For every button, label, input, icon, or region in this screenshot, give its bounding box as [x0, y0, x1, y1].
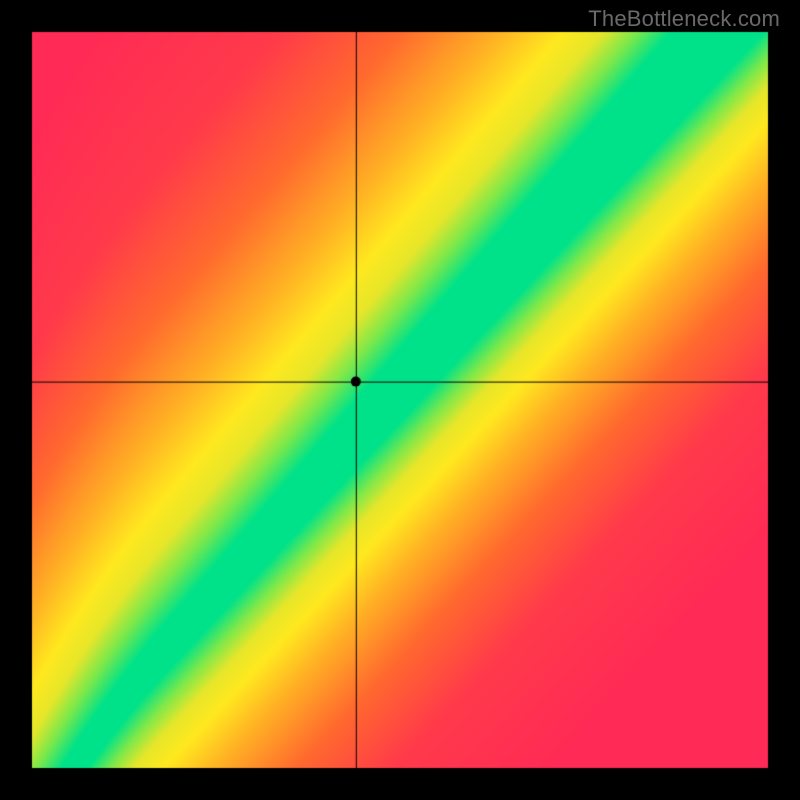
watermark-text: TheBottleneck.com — [588, 6, 780, 32]
heatmap-canvas — [0, 0, 800, 800]
